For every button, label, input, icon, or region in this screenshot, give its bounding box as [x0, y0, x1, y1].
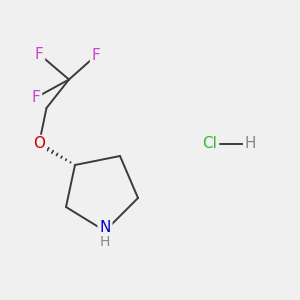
Text: F: F	[34, 46, 43, 62]
Text: F: F	[92, 48, 100, 63]
Text: Cl: Cl	[202, 136, 217, 152]
Text: H: H	[245, 136, 256, 152]
Text: F: F	[32, 90, 40, 105]
Text: O: O	[33, 136, 45, 152]
Text: H: H	[100, 236, 110, 249]
Text: N: N	[99, 220, 111, 235]
